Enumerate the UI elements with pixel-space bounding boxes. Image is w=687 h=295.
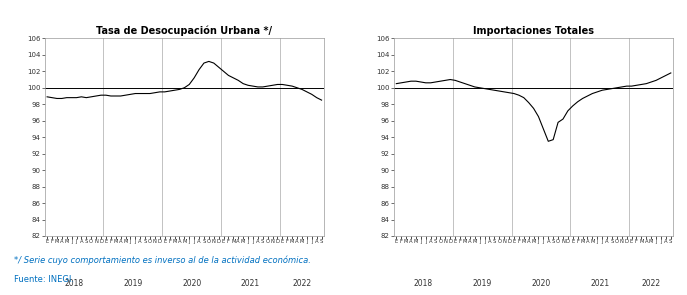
Text: 2018: 2018 <box>414 279 433 289</box>
Text: 2020: 2020 <box>531 279 550 289</box>
Text: 2018: 2018 <box>65 279 84 289</box>
Title: Importaciones Totales: Importaciones Totales <box>473 26 594 36</box>
Text: 2021: 2021 <box>241 279 260 289</box>
Text: 2019: 2019 <box>473 279 492 289</box>
Text: 2022: 2022 <box>293 279 311 289</box>
Text: 2020: 2020 <box>182 279 201 289</box>
Text: 2019: 2019 <box>123 279 142 289</box>
Text: 2022: 2022 <box>642 279 661 289</box>
Text: Fuente: INEGI.: Fuente: INEGI. <box>14 275 74 284</box>
Title: Tasa de Desocupación Urbana */: Tasa de Desocupación Urbana */ <box>96 26 272 36</box>
Text: 2021: 2021 <box>590 279 609 289</box>
Text: */ Serie cuyo comportamiento es inverso al de la actividad económica.: */ Serie cuyo comportamiento es inverso … <box>14 255 311 265</box>
